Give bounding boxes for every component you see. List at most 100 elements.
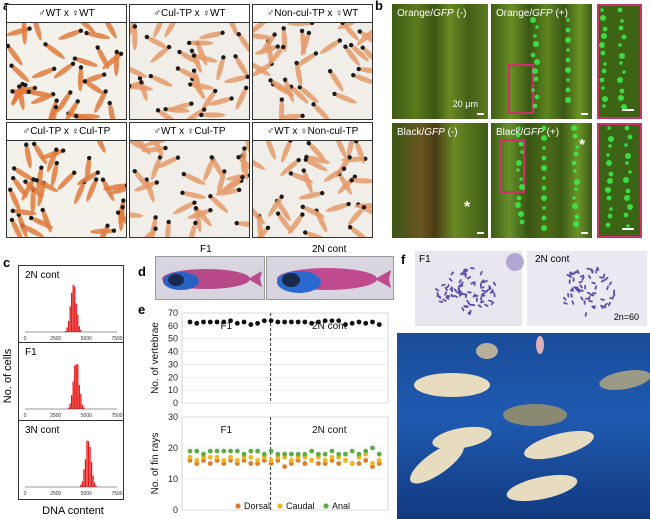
data-point <box>248 454 254 460</box>
data-point <box>309 448 315 454</box>
data-point <box>356 319 362 325</box>
cross-photo-6: ♂WT x ♀Non-cul-TP <box>252 122 373 238</box>
label-2n-cont: 2N cont <box>535 254 570 265</box>
skeleton-2n-cont <box>266 256 394 300</box>
data-point <box>376 451 382 457</box>
data-point <box>194 448 200 454</box>
data-point <box>356 451 362 457</box>
larvae-photo <box>7 14 126 119</box>
y-tick-label: 30 <box>168 359 178 369</box>
histogram-tick: 2500 <box>50 336 61 342</box>
label-black-gfp-pos: Black/GFP (+) <box>496 127 560 138</box>
scale-bar <box>581 232 588 234</box>
data-point <box>255 448 260 454</box>
data-point <box>201 319 206 325</box>
y-tick-label: 0 <box>173 505 178 515</box>
data-point <box>241 319 247 325</box>
scale-bar <box>477 113 484 115</box>
histogram-title: 2N cont <box>25 270 60 281</box>
larvae-drawing <box>7 14 124 119</box>
data-point <box>214 454 220 460</box>
cross-photo-2: ♂Cul-TP x ♀WT <box>129 4 250 120</box>
data-point <box>228 454 233 460</box>
skeleton-f1 <box>155 256 265 300</box>
data-point <box>343 458 348 463</box>
scale-bar <box>622 109 634 111</box>
data-point <box>370 319 375 325</box>
label-orange-gfp-neg: Orange/GFP (-) <box>397 8 467 19</box>
histogram-xlabel: DNA content <box>42 505 104 517</box>
chromosome-count: 2n=60 <box>613 312 639 322</box>
data-point <box>201 451 206 457</box>
histogram-2: F1 0 2500 5000 7500 <box>18 342 124 422</box>
data-point <box>248 448 254 454</box>
histogram-bars: 0 2500 5000 7500 <box>24 364 123 419</box>
histogram-tick: 2500 <box>50 491 61 497</box>
asterisk: * <box>464 199 471 216</box>
fluorescence-orange-gfp-neg: Orange/GFP (-) 20 μm <box>392 4 488 119</box>
panel-g-photo <box>397 333 650 519</box>
panel-label-d: d <box>138 264 146 279</box>
data-point <box>329 448 335 454</box>
data-point <box>261 451 267 457</box>
label-f1: F1 <box>419 254 431 265</box>
data-point <box>343 451 348 457</box>
data-point <box>363 458 369 463</box>
y-tick-label: 30 <box>168 412 178 422</box>
data-point <box>336 451 342 457</box>
data-point <box>234 458 240 463</box>
data-point <box>275 319 281 325</box>
data-point <box>255 458 260 463</box>
group-label-f1: F1 <box>220 321 232 332</box>
data-point <box>221 319 227 325</box>
y-tick-label: 0 <box>173 398 178 408</box>
data-point <box>363 320 369 326</box>
larvae-drawing <box>253 16 372 119</box>
histogram-tick: 5000 <box>81 413 92 419</box>
data-point <box>268 448 274 454</box>
data-point <box>295 319 301 325</box>
data-point <box>194 458 200 463</box>
scale-bar <box>622 228 634 230</box>
histogram-tick: 7500 <box>111 413 122 419</box>
skeleton-f1-drawing <box>162 269 262 290</box>
cross-label: ♂WT x ♀Non-cul-TP <box>253 123 372 141</box>
data-point <box>370 461 375 466</box>
legend-label: Anal <box>332 501 350 511</box>
data-point <box>187 319 193 325</box>
highlight-box <box>499 139 525 193</box>
data-point <box>214 319 220 325</box>
data-point <box>268 458 274 463</box>
skeleton-2n-drawing <box>277 268 391 293</box>
label-2n-cont: 2N cont <box>312 244 347 255</box>
data-point <box>295 451 301 457</box>
panel-label-f: f <box>401 252 406 267</box>
histogram-title: F1 <box>25 347 37 358</box>
data-point <box>376 458 382 463</box>
gfp-dots <box>515 7 633 231</box>
larvae-drawing <box>8 128 126 237</box>
legend-label: Dorsal <box>244 501 270 511</box>
panel-label-c: c <box>3 255 11 270</box>
histogram-tick: 5000 <box>81 491 92 497</box>
data-point <box>282 451 288 457</box>
data-point <box>207 454 213 460</box>
data-point <box>234 448 240 454</box>
larvae-drawing <box>253 133 372 237</box>
data-point <box>288 458 294 463</box>
label-orange-gfp-pos: Orange/GFP (+) <box>496 8 568 19</box>
histogram-bars: 0 2500 5000 7500 <box>24 284 123 342</box>
data-point <box>349 320 355 326</box>
legend-label: Caudal <box>286 501 315 511</box>
y-tick-label: 20 <box>168 443 178 453</box>
data-point <box>349 461 355 466</box>
data-point <box>322 318 328 324</box>
fluorescence-black-zoom <box>597 123 642 238</box>
legend-marker <box>235 503 241 509</box>
data-point <box>329 318 335 324</box>
data-point <box>322 451 328 457</box>
data-point <box>316 461 321 466</box>
data-point <box>302 451 308 457</box>
data-point <box>370 445 375 451</box>
panel-label-e: e <box>138 302 146 317</box>
